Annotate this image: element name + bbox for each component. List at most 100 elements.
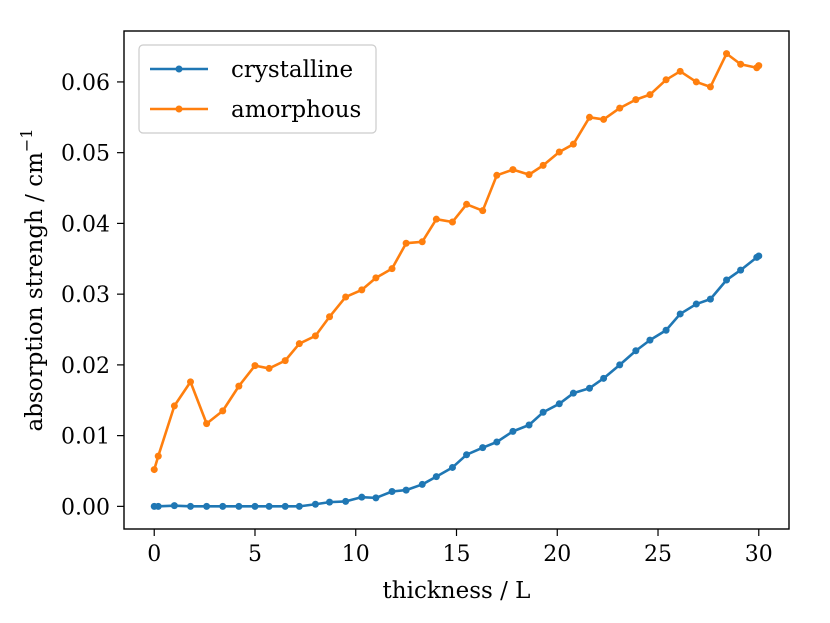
x-axis-label: thickness / L [383, 578, 531, 604]
series-layer [150, 50, 763, 510]
data-point-amorphous [493, 171, 501, 179]
data-point-amorphous [723, 50, 731, 58]
data-point-amorphous [706, 83, 714, 91]
data-point-amorphous [154, 452, 162, 460]
data-point-amorphous [463, 200, 471, 208]
data-point-amorphous [281, 357, 289, 365]
data-point-amorphous [509, 166, 517, 174]
x-tick-label: 30 [745, 542, 773, 567]
data-point-crystalline [632, 347, 640, 355]
x-axis-ticks: 0 5 10 15 20 25 30 [147, 529, 773, 567]
data-point-amorphous [372, 274, 380, 282]
y-axis-label-text: absorption strengh / cm [22, 152, 48, 432]
y-tick-label: 0.05 [61, 142, 110, 167]
data-point-crystalline [388, 488, 396, 496]
data-point-amorphous [755, 62, 763, 70]
data-point-amorphous [342, 293, 350, 301]
data-point-crystalline [463, 451, 471, 459]
data-point-amorphous [632, 96, 640, 104]
data-point-amorphous [586, 113, 593, 121]
data-point-amorphous [555, 148, 563, 156]
data-point-crystalline [479, 444, 487, 452]
data-point-crystalline [358, 493, 366, 501]
x-tick-label: 0 [147, 542, 161, 567]
data-point-crystalline [402, 486, 410, 494]
data-point-amorphous [539, 161, 547, 169]
data-point-amorphous [616, 104, 624, 112]
data-point-crystalline [251, 502, 259, 510]
data-point-amorphous [150, 466, 158, 474]
data-point-amorphous [692, 78, 700, 86]
data-point-amorphous [402, 239, 410, 247]
y-axis-label-group: absorption strengh / cm−1 [17, 128, 48, 431]
data-point-amorphous [737, 60, 745, 68]
data-point-crystalline [219, 502, 227, 510]
data-point-amorphous [170, 402, 178, 410]
data-point-crystalline [706, 295, 714, 303]
data-point-crystalline [281, 502, 289, 510]
data-point-crystalline [723, 276, 731, 284]
data-point-crystalline [311, 500, 319, 508]
data-point-amorphous [388, 265, 396, 273]
data-point-crystalline [493, 438, 501, 446]
data-point-crystalline [418, 480, 426, 488]
data-point-crystalline [539, 408, 547, 416]
data-point-amorphous [251, 362, 259, 370]
data-point-amorphous [326, 313, 334, 321]
y-axis-label-exponent: −1 [17, 128, 36, 152]
data-point-amorphous [646, 91, 654, 99]
data-point-crystalline [569, 389, 577, 397]
data-point-crystalline [265, 502, 273, 510]
legend-box [138, 44, 377, 134]
data-point-crystalline [203, 502, 211, 510]
data-point-crystalline [755, 252, 763, 260]
data-point-crystalline [187, 502, 194, 510]
data-point-crystalline [676, 310, 684, 318]
data-point-amorphous [235, 382, 243, 390]
data-point-crystalline [692, 300, 700, 308]
legend-marker-amorphous [175, 105, 183, 113]
data-point-amorphous [600, 115, 608, 123]
data-point-crystalline [662, 326, 670, 334]
y-tick-label: 0.02 [61, 354, 110, 379]
legend: crystalline amorphous [138, 44, 377, 134]
data-point-crystalline [509, 427, 517, 435]
y-tick-label: 0.03 [61, 283, 110, 308]
x-tick-label: 20 [543, 542, 571, 567]
data-point-crystalline [586, 384, 593, 392]
data-point-crystalline [737, 266, 745, 274]
x-tick-label: 25 [644, 542, 672, 567]
legend-marker-crystalline [175, 65, 183, 73]
data-point-amorphous [448, 218, 456, 226]
data-point-amorphous [358, 286, 366, 294]
y-axis-ticks: 0.00 0.01 0.02 0.03 0.04 0.05 0.06 [61, 71, 124, 520]
data-point-amorphous [311, 332, 319, 340]
data-point-crystalline [525, 421, 533, 429]
legend-label-amorphous: amorphous [231, 97, 361, 123]
data-point-amorphous [569, 140, 577, 148]
data-point-amorphous [203, 420, 211, 428]
y-tick-label: 0.01 [61, 425, 110, 450]
data-point-amorphous [265, 364, 273, 372]
data-point-crystalline [600, 374, 608, 382]
data-point-amorphous [219, 407, 227, 415]
data-point-crystalline [235, 502, 243, 510]
data-point-crystalline [432, 473, 440, 481]
data-point-crystalline [326, 498, 334, 506]
data-point-crystalline [646, 336, 654, 344]
data-point-amorphous [432, 215, 440, 223]
y-axis-label: absorption strengh / cm−1 [17, 128, 48, 431]
data-point-crystalline [170, 502, 178, 510]
data-point-amorphous [662, 76, 670, 84]
data-point-amorphous [676, 67, 684, 75]
y-tick-label: 0.00 [61, 495, 110, 520]
data-point-amorphous [295, 340, 303, 348]
x-tick-label: 15 [443, 542, 471, 567]
data-point-crystalline [295, 502, 303, 510]
data-point-amorphous [418, 238, 426, 246]
x-tick-label: 10 [342, 542, 370, 567]
data-point-amorphous [187, 378, 194, 386]
data-point-crystalline [555, 400, 563, 408]
